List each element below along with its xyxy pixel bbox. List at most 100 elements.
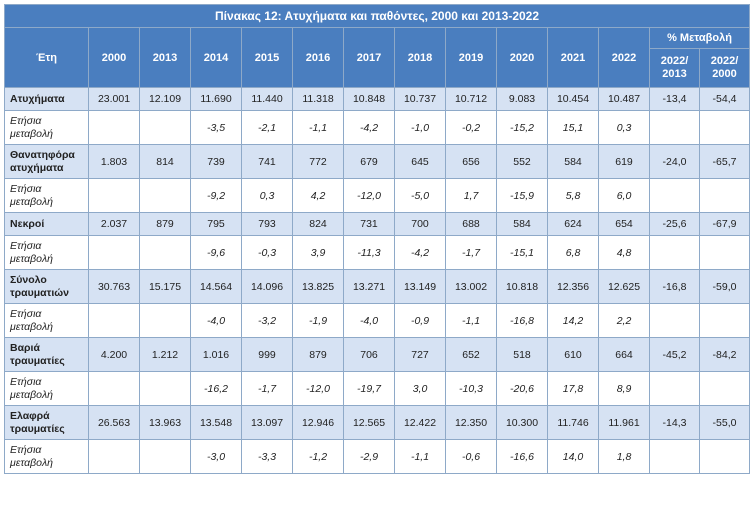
table-body: Ατυχήματα 23.001 12.109 11.690 11.440 11.318 1… [4,87,751,474]
value-cell: 814 [139,144,191,179]
annual-change-cell [139,303,191,338]
value-cell: 610 [547,337,599,372]
change-cell: -14,3 [649,405,700,440]
value-cell: 795 [190,212,242,236]
value-cell: 12.109 [139,87,191,111]
annual-change-cell: 5,8 [547,178,599,213]
annual-change-cell: -5,0 [394,178,446,213]
annual-change-cell: 1,8 [598,439,650,474]
empty-cell [698,439,751,474]
table-title: Πίνακας 12: Ατυχήματα και παθόντες, 2000… [3,4,751,28]
value-cell: 652 [445,337,497,372]
annual-change-cell [88,110,140,145]
annual-change-cell: -1,1 [394,439,446,474]
annual-change-cell: 15,1 [547,110,599,145]
value-cell: 679 [343,144,395,179]
row-label: Ελαφρά τραυματίες [4,405,89,440]
header-year: 2017 [343,27,395,88]
change-cell: -16,8 [649,269,700,304]
annual-change-cell: 4,2 [292,178,344,213]
value-cell: 619 [598,144,650,179]
annual-change-cell: -15,9 [496,178,548,213]
annual-change-cell: -1,1 [292,110,344,145]
annual-change-cell: 0,3 [598,110,650,145]
header-change-col: 2022/ 2000 [698,48,751,88]
value-cell: 11.961 [598,405,650,440]
value-cell: 10.300 [496,405,548,440]
header-change-col: 2022/ 2013 [649,48,700,88]
change-cell: -24,0 [649,144,700,179]
value-cell: 15.175 [139,269,191,304]
empty-cell [698,178,751,213]
value-cell: 14.096 [241,269,293,304]
annual-change-cell: -1,7 [445,235,497,270]
empty-cell [698,235,751,270]
value-cell: 10.487 [598,87,650,111]
empty-cell [649,303,700,338]
annual-change-cell: -3,2 [241,303,293,338]
value-cell: 999 [241,337,293,372]
annual-change-cell: -11,3 [343,235,395,270]
annual-change-cell: 6,0 [598,178,650,213]
header-year: 2000 [88,27,140,88]
annual-change-cell [139,439,191,474]
header-year: 2016 [292,27,344,88]
table-row: Σύνολο τραυματιών 30.763 15.175 14.564 14.09… [4,269,751,304]
value-cell: 10.848 [343,87,395,111]
annual-change-cell: -16,6 [496,439,548,474]
row-label: Σύνολο τραυματιών [4,269,89,304]
header-year: 2020 [496,27,548,88]
change-cell: -55,0 [698,405,751,440]
change-cell: -65,7 [698,144,751,179]
value-cell: 1.212 [139,337,191,372]
header-change-group: % Μεταβολή [648,27,751,49]
change-cell: -45,2 [649,337,700,372]
value-cell: 14.564 [190,269,242,304]
row-label: Νεκροί [4,212,89,236]
annual-change-row: Ετήσια μεταβολή -3,5 -2,1 -1,1 -4,2 -1,0 -0,2-… [4,110,751,145]
annual-change-cell [139,235,191,270]
value-cell: 552 [496,144,548,179]
annual-change-row: Ετήσια μεταβολή -9,2 0,3 4,2 -12,0 -5,0 1,7 -15… [4,178,751,213]
annual-change-label: Ετήσια μεταβολή [4,110,89,145]
annual-change-cell [139,178,191,213]
empty-cell [649,178,700,213]
value-cell: 9.083 [496,87,548,111]
value-cell: 4.200 [88,337,140,372]
row-label: Ατυχήματα [4,87,89,111]
value-cell: 741 [241,144,293,179]
annual-change-cell: -4,2 [394,235,446,270]
value-cell: 10.818 [496,269,548,304]
annual-change-cell: -0,3 [241,235,293,270]
annual-change-cell [88,371,140,406]
value-cell: 30.763 [88,269,140,304]
value-cell: 11.746 [547,405,599,440]
value-cell: 11.690 [190,87,242,111]
table-row: Βαριά τραυματίες 4.200 1.212 1.016 999 879 706… [4,337,751,372]
value-cell: 879 [292,337,344,372]
empty-cell [649,439,700,474]
annual-change-cell: -16,8 [496,303,548,338]
annual-change-cell: -1,9 [292,303,344,338]
annual-change-label: Ετήσια μεταβολή [4,235,89,270]
row-label: Θανατηφόρα ατυχήματα [4,144,89,179]
annual-change-label: Ετήσια μεταβολή [4,439,89,474]
value-cell: 11.440 [241,87,293,111]
value-cell: 664 [598,337,650,372]
annual-change-cell: -3,0 [190,439,242,474]
empty-cell [649,235,700,270]
value-cell: 1.803 [88,144,140,179]
value-cell: 727 [394,337,446,372]
value-cell: 10.454 [547,87,599,111]
empty-cell [698,371,751,406]
empty-cell [698,110,751,145]
annual-change-label: Ετήσια μεταβολή [4,303,89,338]
annual-change-cell: 1,7 [445,178,497,213]
accidents-table: Πίνακας 12: Ατυχήματα και παθόντες, 2000… [3,4,751,474]
change-cell: -59,0 [698,269,751,304]
header-year: 2018 [394,27,446,88]
table-row: Ατυχήματα 23.001 12.109 11.690 11.440 11.318 1… [4,87,751,111]
value-cell: 12.946 [292,405,344,440]
annual-change-cell: 3,0 [394,371,446,406]
annual-change-row: Ετήσια μεταβολή -16,2 -1,7 -12,0 -19,7 3,0 -10… [4,371,751,406]
